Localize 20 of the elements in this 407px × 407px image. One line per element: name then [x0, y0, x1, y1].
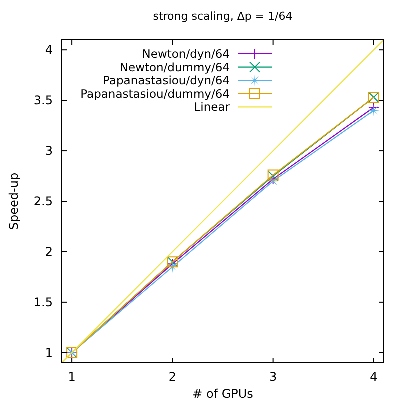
legend-label: Papanastasiou/dyn/64: [103, 74, 230, 88]
y-axis-title: Speed-up: [7, 172, 21, 230]
legend-label: Newton/dyn/64: [142, 47, 230, 61]
y-tick-label: 3: [45, 144, 53, 158]
x-tick-label: 3: [269, 370, 278, 384]
x-tick-label: 1: [68, 370, 76, 384]
y-tick-label: 1.5: [34, 295, 53, 310]
y-tick-label: 1: [45, 346, 53, 360]
y-tick-label: 4: [45, 43, 53, 58]
y-tick-label: 3.5: [34, 94, 53, 108]
legend-label: Papanastasiou/dummy/64: [80, 86, 230, 101]
y-tick-label: 2: [45, 244, 53, 259]
legend-label: Linear: [194, 100, 230, 114]
y-tick-label: 2.5: [34, 194, 53, 208]
x-tick-label: 4: [370, 370, 378, 384]
chart-title: strong scaling, Δp = 1/64: [153, 10, 293, 23]
x-axis-title: # of GPUs: [192, 387, 254, 401]
legend-label: Newton/dummy/64: [120, 60, 230, 74]
point: [368, 104, 380, 117]
x-tick-label: 2: [168, 370, 177, 384]
